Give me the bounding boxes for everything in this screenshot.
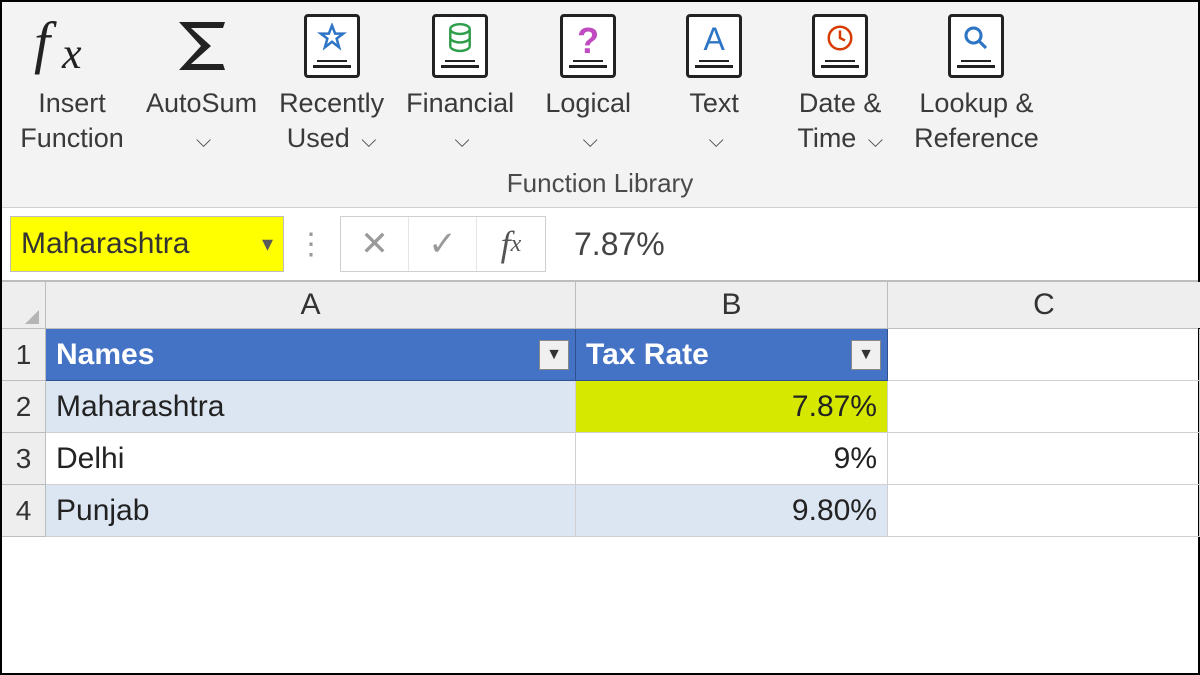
lookup-reference-button[interactable]: Lookup &Reference [906,8,1047,158]
recently-used-button[interactable]: RecentlyUsed ⌵ [271,8,392,158]
cancel-button[interactable]: ✕ [341,217,409,271]
column-header-b[interactable]: B [576,282,888,328]
ribbon: f x InsertFunction AutoSum⌵ [2,2,1198,208]
chevron-down-icon[interactable]: ▾ [262,231,273,257]
ribbon-label: Date &Time ⌵ [797,86,883,156]
ribbon-label: Lookup &Reference [914,86,1039,156]
ribbon-items: f x InsertFunction AutoSum⌵ [12,8,1188,158]
table-header-taxrate[interactable]: Tax Rate ▼ [576,329,888,381]
table-header-names[interactable]: Names ▼ [46,329,576,381]
ribbon-label: AutoSum⌵ [146,86,257,156]
text-book-icon: A [686,10,742,82]
cell[interactable]: 7.87% [576,381,888,433]
formula-bar-buttons: ✕ ✓ fx [340,216,546,272]
row-header[interactable]: 3 [2,433,46,485]
logical-button[interactable]: ? Logical⌵ [528,8,648,158]
chevron-down-icon: ⌵ [361,130,376,152]
column-headers: A B C [2,282,1198,329]
date-time-button[interactable]: Date &Time ⌵ [780,8,900,158]
cell[interactable] [888,433,1200,485]
grid-row: 3 Delhi 9% [2,433,1198,485]
financial-book-icon [432,10,488,82]
ribbon-label: InsertFunction [20,86,124,156]
row-header[interactable]: 4 [2,485,46,537]
filter-button[interactable]: ▼ [539,340,569,370]
chevron-down-icon: ⌵ [709,130,724,152]
grid-row: 2 Maharashtra 7.87% [2,381,1198,433]
formula-bar: Maharashtra ▾ ⋮ ✕ ✓ fx 7.87% [2,208,1198,282]
star-book-icon [304,10,360,82]
cell[interactable]: Punjab [46,485,576,537]
chevron-down-icon: ⌵ [455,130,470,152]
logical-book-icon: ? [560,10,616,82]
ribbon-label: RecentlyUsed ⌵ [279,86,384,156]
column-header-a[interactable]: A [46,282,576,328]
insert-function-button[interactable]: f x InsertFunction [12,8,132,158]
text-button[interactable]: A Text⌵ [654,8,774,158]
chevron-down-icon: ⌵ [868,130,883,152]
ribbon-label: Financial⌵ [406,86,514,156]
sigma-icon [167,10,237,82]
insert-function-fx-button[interactable]: fx [477,217,545,271]
grid: A B C 1 Names ▼ Tax Rate ▼ 2 Maharashtra… [2,282,1198,537]
drag-handle-icon[interactable]: ⋮ [296,216,328,272]
enter-button[interactable]: ✓ [409,217,477,271]
ribbon-label: Text⌵ [689,86,739,156]
formula-value: 7.87% [574,226,665,263]
select-all-corner[interactable] [2,282,46,328]
cell[interactable] [888,381,1200,433]
svg-text:f: f [34,14,57,75]
fx-icon: f x [28,10,116,82]
chevron-down-icon: ⌵ [583,130,598,152]
row-header[interactable]: 2 [2,381,46,433]
filter-button[interactable]: ▼ [851,340,881,370]
financial-button[interactable]: Financial⌵ [398,8,522,158]
chevron-down-icon: ⌵ [196,130,211,152]
column-header-c[interactable]: C [888,282,1200,328]
grid-row: 1 Names ▼ Tax Rate ▼ [2,329,1198,381]
cell[interactable]: Delhi [46,433,576,485]
formula-input[interactable]: 7.87% [558,216,1190,272]
clock-book-icon [812,10,868,82]
name-box[interactable]: Maharashtra ▾ [10,216,284,272]
cell[interactable]: Maharashtra [46,381,576,433]
cell[interactable]: 9.80% [576,485,888,537]
svg-text:x: x [61,29,82,78]
ribbon-group-label: Function Library [12,158,1188,205]
cell[interactable] [888,329,1200,381]
ribbon-label: Logical⌵ [545,86,631,156]
name-box-value: Maharashtra [21,227,189,261]
search-book-icon [948,10,1004,82]
row-header[interactable]: 1 [2,329,46,381]
cell[interactable] [888,485,1200,537]
cell[interactable]: 9% [576,433,888,485]
grid-row: 4 Punjab 9.80% [2,485,1198,537]
autosum-button[interactable]: AutoSum⌵ [138,8,265,158]
